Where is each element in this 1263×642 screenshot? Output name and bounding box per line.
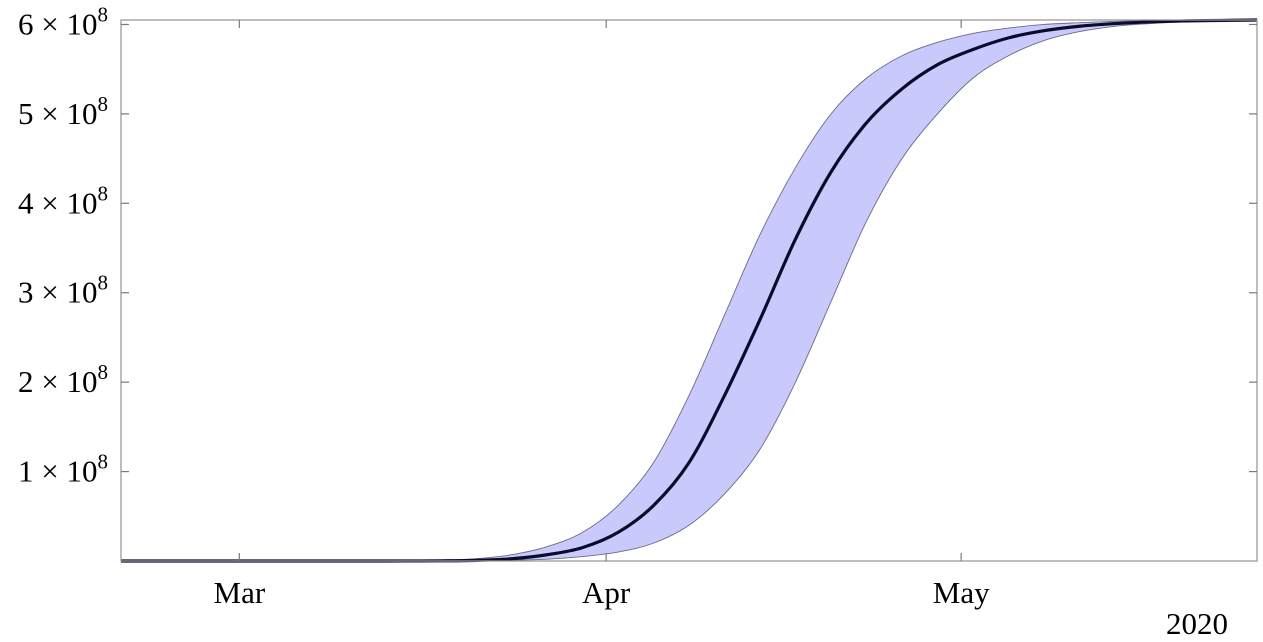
x-axis-year-label: 2020 <box>1166 606 1228 641</box>
x-tick-label: Apr <box>582 575 631 610</box>
y-tick-label: 1 × 108 <box>18 450 108 489</box>
y-tick-label: 5 × 108 <box>18 92 108 131</box>
y-tick-label: 6 × 108 <box>18 2 108 41</box>
y-tick-label: 3 × 108 <box>18 271 108 310</box>
y-tick-label: 2 × 108 <box>18 360 108 399</box>
axis-labels: 1 × 108 2 × 108 3 × 108 4 × 108 5 × 108 6 × 1… <box>18 2 1228 641</box>
plot-area <box>121 18 1258 563</box>
plot-frame <box>120 19 1258 562</box>
y-tick-label: 4 × 108 <box>18 181 108 220</box>
confidence-band <box>121 19 1257 562</box>
x-tick-label: May <box>933 575 990 610</box>
axis-ticks <box>121 20 1257 561</box>
x-tick-label: Mar <box>214 575 266 610</box>
